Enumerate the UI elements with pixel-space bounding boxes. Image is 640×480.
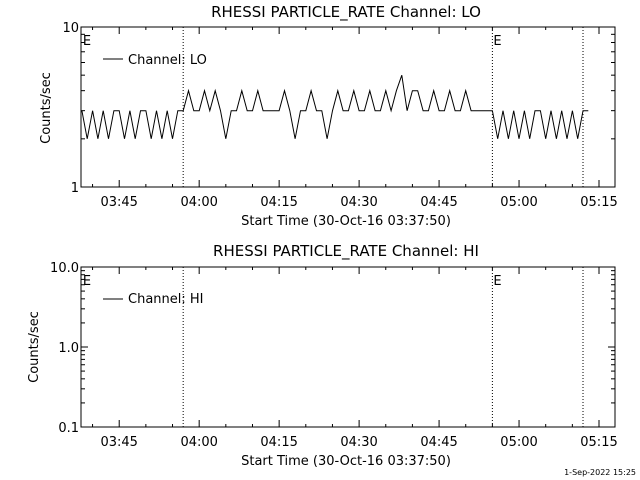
y-tick-label: 1.0 [58, 341, 79, 356]
y-tick-label: 10 [62, 21, 79, 36]
x-tick-label: 03:45 [100, 435, 137, 450]
data-series-line [81, 75, 589, 139]
x-tick-label: 04:00 [180, 435, 217, 450]
x-tick-label: 04:15 [260, 195, 297, 210]
footer-timestamp: 1-Sep-2022 15:25 [564, 468, 636, 477]
x-tick-label: 03:45 [100, 195, 137, 210]
x-tick-label: 04:00 [180, 195, 217, 210]
legend-label: Channel: HI [128, 292, 204, 307]
x-axis-label: Start Time (30-Oct-16 03:37:50) [241, 454, 451, 469]
x-tick-label: 05:15 [580, 435, 617, 450]
lo-channel-panel: RHESSI PARTICLE_RATE Channel: LO Counts/… [39, 3, 618, 229]
x-tick-label: 04:30 [340, 195, 377, 210]
x-axis-label: Start Time (30-Oct-16 03:37:50) [241, 214, 451, 229]
x-tick-label: 04:45 [420, 195, 457, 210]
legend-label: Channel: LO [128, 53, 207, 68]
event-marker: E [493, 34, 501, 49]
y-axis-label: Counts/sec [39, 72, 54, 144]
y-tick-label: 1 [71, 181, 79, 196]
x-tick-label: 04:30 [340, 435, 377, 450]
y-tick-label: 10.0 [50, 261, 79, 276]
x-tick-label: 05:00 [500, 195, 537, 210]
plot-frame [80, 266, 616, 428]
x-tick-label: 05:15 [580, 195, 617, 210]
y-axis-label: Counts/sec [27, 311, 42, 383]
x-tick-label: 05:00 [500, 435, 537, 450]
y-tick-label: 0.1 [58, 421, 79, 436]
x-tick-label: 04:45 [420, 435, 457, 450]
chart-title: RHESSI PARTICLE_RATE Channel: HI [213, 242, 479, 261]
event-marker: E [493, 274, 501, 289]
event-marker: E [83, 274, 91, 289]
hi-channel-panel: RHESSI PARTICLE_RATE Channel: HI Counts/… [27, 242, 618, 469]
event-marker: E [83, 34, 91, 49]
x-tick-label: 04:15 [260, 435, 297, 450]
plot-frame [80, 26, 616, 188]
chart-title: RHESSI PARTICLE_RATE Channel: LO [211, 3, 481, 22]
